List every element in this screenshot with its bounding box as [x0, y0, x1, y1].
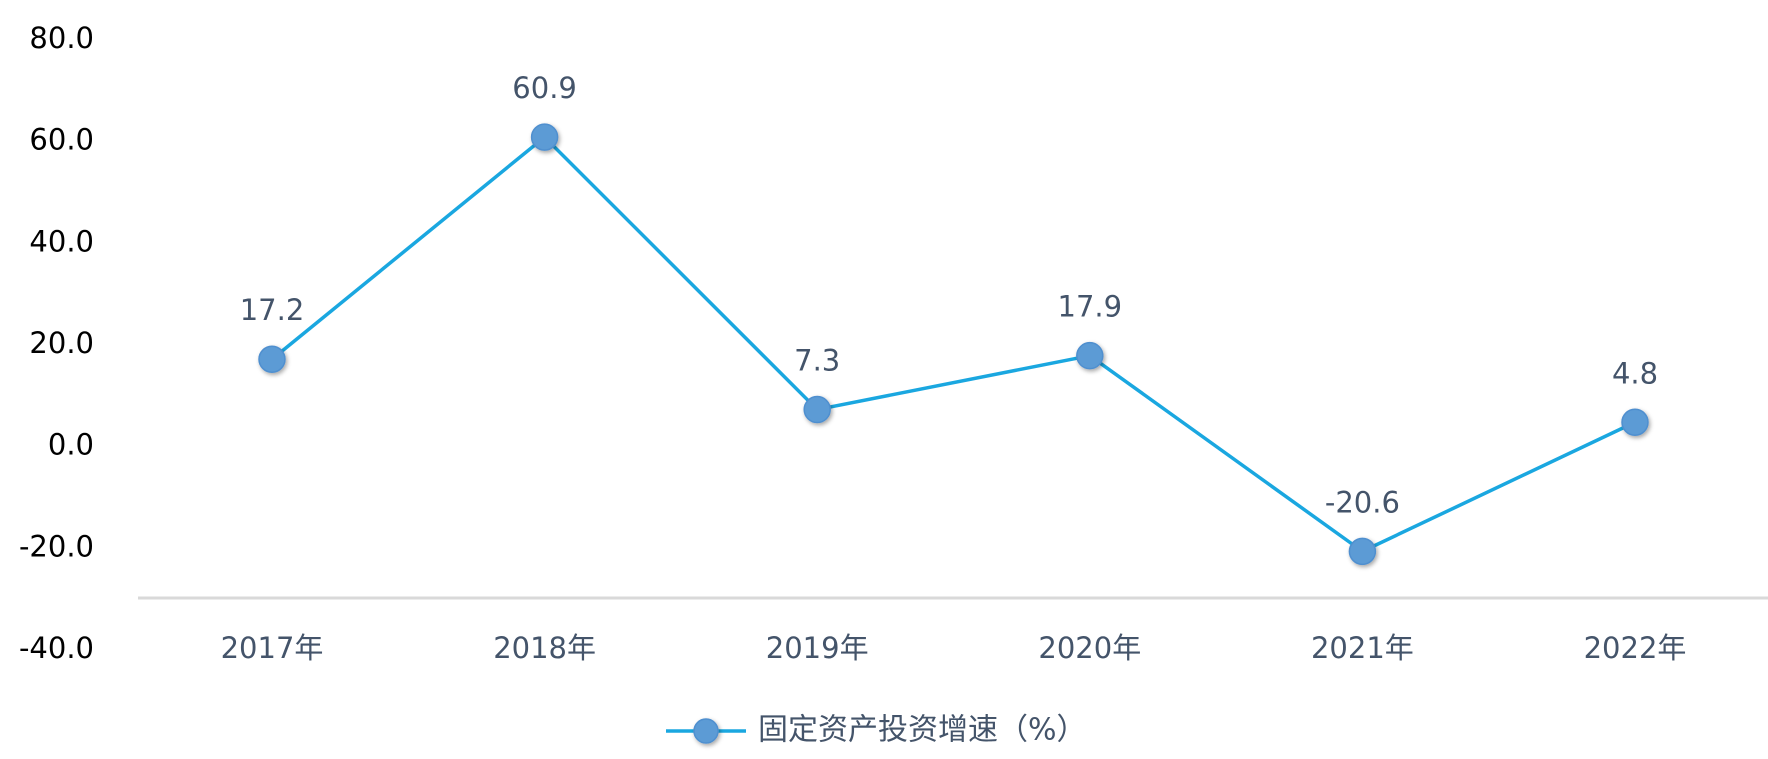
- x-axis-ticks: 2017年 2018年 2019年 2020年 2021年 2022年: [221, 631, 1687, 665]
- x-tick-label: 2019年: [766, 631, 869, 665]
- data-label: 60.9: [512, 71, 577, 105]
- y-tick-label: 20.0: [29, 326, 94, 360]
- y-tick-label: -20.0: [19, 529, 94, 563]
- data-point-marker: [530, 123, 559, 151]
- data-point-marker: [803, 395, 831, 424]
- data-label: 4.8: [1612, 356, 1658, 390]
- legend-label: 固定资产投资增速（%）: [758, 713, 1087, 748]
- legend-marker-sample: [693, 718, 719, 744]
- y-axis-ticks: 80.0 60.0 40.0 20.0 0.0 -20.0 -40.0: [19, 21, 94, 665]
- legend: 固定资产投资增速（%）: [666, 713, 1087, 748]
- data-point-marker: [258, 345, 286, 373]
- series-line: [270, 135, 1636, 554]
- y-tick-label: 0.0: [48, 428, 94, 462]
- data-point-marker: [1348, 537, 1377, 566]
- x-tick-label: 2022年: [1584, 631, 1687, 665]
- x-tick-label: 2021年: [1311, 631, 1414, 665]
- x-tick-label: 2018年: [493, 631, 596, 665]
- x-tick-label: 2020年: [1038, 631, 1141, 665]
- data-label: 17.9: [1058, 290, 1123, 324]
- y-tick-label: 60.0: [29, 123, 94, 157]
- data-label: -20.6: [1325, 485, 1400, 519]
- y-tick-label: -40.0: [19, 631, 94, 665]
- data-point-marker: [1621, 408, 1649, 437]
- y-tick-label: 40.0: [29, 224, 94, 258]
- series-group: 17.2 60.9 7.3 17.9 -20.6 4.8: [240, 71, 1658, 566]
- data-point-marker: [1076, 341, 1104, 370]
- data-label: 7.3: [794, 344, 840, 378]
- data-label: 17.2: [240, 293, 305, 327]
- x-tick-label: 2017年: [221, 631, 324, 665]
- y-tick-label: 80.0: [29, 21, 94, 55]
